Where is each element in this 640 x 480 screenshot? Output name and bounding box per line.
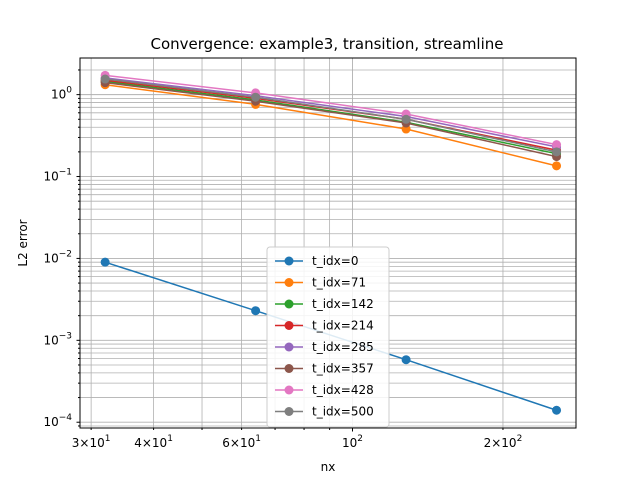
data-point: [100, 257, 110, 267]
legend-label: t_idx=500: [312, 405, 374, 419]
data-point: [100, 74, 110, 84]
data-point: [552, 147, 562, 157]
y-tick-label: 10−3: [43, 331, 72, 347]
legend-entry: t_idx=500: [275, 405, 374, 419]
data-point: [251, 92, 261, 102]
legend-swatch-marker: [284, 342, 294, 352]
legend-swatch-marker: [284, 385, 294, 395]
legend-label: t_idx=142: [312, 297, 374, 311]
legend: t_idx=0 t_idx=71 t_idx=142 t_idx=214 t_idx=2…: [266, 246, 390, 428]
x-axis-label: nx: [321, 460, 336, 474]
data-point: [552, 140, 562, 150]
legend-entry: t_idx=214: [275, 319, 374, 333]
legend-entry: t_idx=142: [275, 297, 374, 311]
legend-label: t_idx=71: [312, 276, 366, 290]
axis-ticks: 3×101 4×101 6×101 102 2×102 10−4 10−3 10−2 10−1 1…: [43, 69, 523, 450]
series-line: [105, 77, 557, 148]
legend-entry: t_idx=357: [275, 362, 374, 376]
legend-swatch-marker: [284, 321, 294, 330]
data-point: [552, 161, 562, 171]
x-tick-label: 6×101: [222, 434, 261, 450]
data-point: [251, 306, 261, 316]
y-axis-label: L2 error: [16, 219, 30, 266]
series-t-idx-71: [100, 80, 562, 171]
series-line: [105, 84, 557, 167]
legend-label: t_idx=285: [312, 340, 374, 354]
data-point: [552, 405, 562, 415]
legend-entry: t_idx=285: [275, 340, 374, 354]
legend-label: t_idx=0: [312, 254, 358, 268]
y-tick-label: 10−4: [43, 413, 72, 429]
legend-label: t_idx=357: [312, 362, 374, 376]
series-t-idx-500: [100, 74, 562, 157]
series-layer: [100, 70, 562, 415]
x-tick-label: 102: [342, 434, 363, 450]
legend-swatch-marker: [284, 278, 294, 287]
legend-label: t_idx=428: [312, 383, 374, 397]
x-tick-label: 2×102: [484, 434, 523, 450]
chart-title: Convergence: example3, transition, strea…: [151, 35, 504, 53]
legend-swatch-marker: [284, 407, 294, 416]
y-tick-label: 100: [51, 86, 72, 102]
data-point: [401, 114, 411, 124]
data-point: [401, 355, 411, 365]
series-line: [105, 80, 557, 155]
legend-box: [266, 246, 390, 428]
legend-swatch-marker: [284, 364, 294, 373]
series-t-idx-142: [100, 76, 562, 159]
legend-entry: t_idx=428: [275, 383, 374, 397]
legend-swatch-marker: [284, 299, 294, 309]
series-line: [105, 81, 557, 158]
series-line: [105, 74, 557, 146]
x-tick-label: 4×101: [134, 434, 173, 450]
plot-frame: [79, 57, 577, 429]
legend-entry: t_idx=0: [275, 254, 358, 268]
y-tick-label: 10−2: [43, 249, 72, 265]
x-tick-label: 3×101: [72, 434, 111, 450]
series-line: [105, 78, 557, 153]
legend-label: t_idx=214: [312, 319, 374, 333]
legend-swatch-marker: [284, 256, 294, 266]
legend-entry: t_idx=71: [275, 276, 366, 290]
y-tick-label: 10−1: [43, 168, 72, 184]
